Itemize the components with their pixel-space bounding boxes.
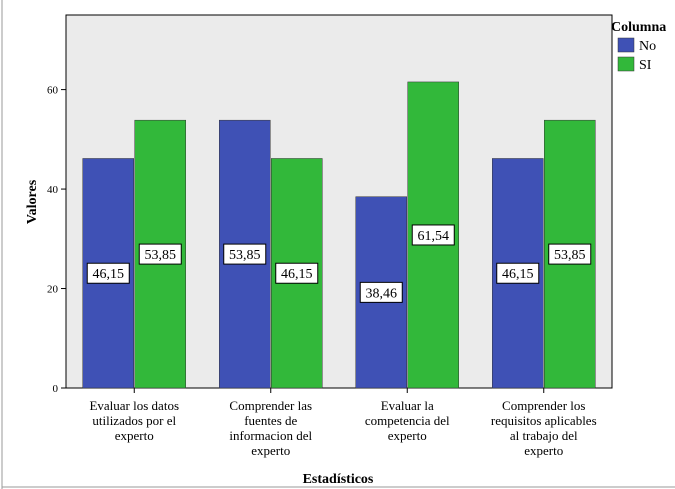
x-category-label-line: utilizados por el <box>92 413 176 428</box>
data-label-box <box>86 262 130 284</box>
x-category-label-line: experto <box>251 443 290 458</box>
legend: Columna No SI <box>611 20 666 73</box>
data-label: 53,85 <box>138 243 182 265</box>
x-category-label-line: al trabajo del <box>510 428 578 443</box>
x-category-label-line: experto <box>524 443 563 458</box>
x-category-label-line: experto <box>388 428 427 443</box>
data-label: 61,54 <box>411 224 455 246</box>
data-label-text: 61,54 <box>418 229 450 244</box>
data-label-text: 46,15 <box>281 267 313 282</box>
x-category-label: Comprender las fuentes de informacion del e… <box>229 398 312 458</box>
x-axis-title: Estadísticos <box>303 472 374 487</box>
x-category-label-line: requisitos aplicables <box>491 413 597 428</box>
data-label-text: 38,46 <box>366 286 398 301</box>
data-label-box <box>411 224 455 246</box>
data-label-box <box>359 281 403 303</box>
y-tick-label: 20 <box>47 284 59 296</box>
data-labels-group: 46,15 53,85 53,85 46,15 38,46 61,54 46,15 53,85 <box>86 224 592 303</box>
x-category-label-line: Evaluar la <box>381 398 434 413</box>
x-axis: Evaluar los datos utilizados por el expert… <box>66 387 612 458</box>
y-tick-label: 60 <box>47 85 59 97</box>
x-category-label-line: fuentes de <box>244 413 297 428</box>
y-axis-title: Valores <box>25 179 40 224</box>
y-tick-label: 0 <box>53 383 59 395</box>
data-label: 46,15 <box>86 262 130 284</box>
legend-title: Columna <box>611 20 666 35</box>
data-label: 53,85 <box>223 243 267 265</box>
data-label: 38,46 <box>359 281 403 303</box>
x-category-label-line: Comprender los <box>502 398 585 413</box>
x-category-label: Comprender los requisitos aplicables al tr… <box>491 398 597 458</box>
data-label-box <box>275 262 319 284</box>
legend-label: No <box>639 39 656 54</box>
data-label: 46,15 <box>275 262 319 284</box>
data-label-box <box>138 243 182 265</box>
legend-swatch-si <box>617 56 635 72</box>
y-axis: 0 20 40 60 <box>47 85 66 395</box>
x-category-label-line: informacion del <box>229 428 312 443</box>
data-label-text: 46,15 <box>93 267 125 282</box>
data-label-text: 46,15 <box>502 267 534 282</box>
x-category-label-line: experto <box>115 428 154 443</box>
x-category-label-line: competencia del <box>365 413 450 428</box>
x-category-label: Evaluar los datos utilizados por el expert… <box>89 398 179 443</box>
data-label-box <box>548 243 592 265</box>
legend-swatch-no <box>617 37 635 53</box>
legend-items: No SI <box>617 37 656 73</box>
y-tick-label: 40 <box>47 184 59 196</box>
data-label: 46,15 <box>496 262 540 284</box>
data-label-box <box>223 243 267 265</box>
data-label: 53,85 <box>548 243 592 265</box>
data-label-text: 53,85 <box>229 248 261 263</box>
data-label-text: 53,85 <box>554 248 586 263</box>
data-label-box <box>496 262 540 284</box>
data-label-text: 53,85 <box>145 248 177 263</box>
legend-label: SI <box>639 58 652 73</box>
x-category-label-line: Comprender las <box>229 398 312 413</box>
x-category-label: Evaluar la competencia del experto <box>365 398 450 443</box>
x-category-label-line: Evaluar los datos <box>89 398 179 413</box>
bars-group <box>82 81 596 389</box>
